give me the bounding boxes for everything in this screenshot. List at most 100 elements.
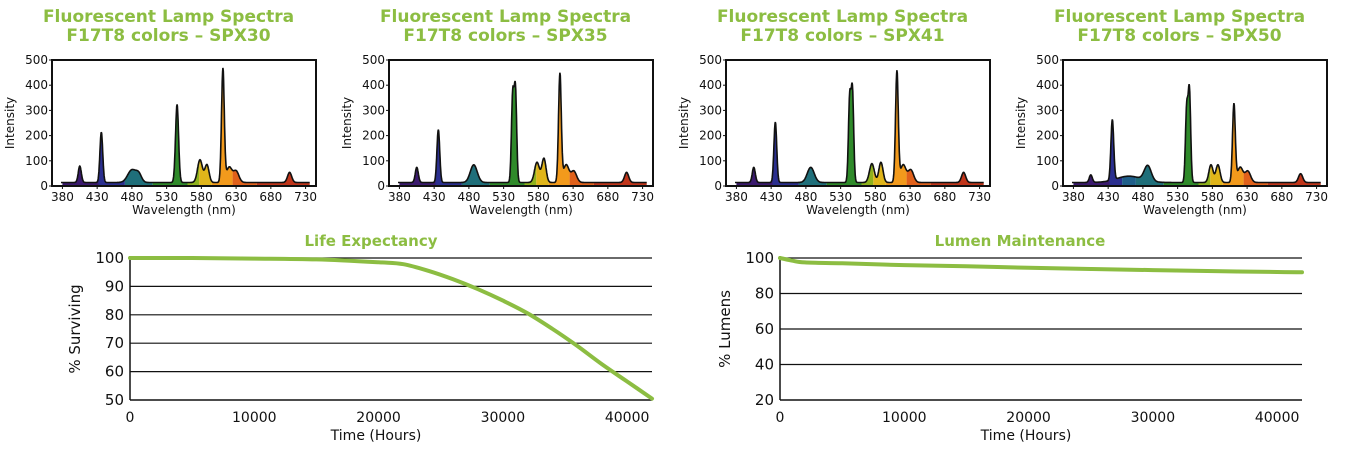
spectrum-fill-band — [593, 172, 647, 186]
y-tick-label: 500 — [362, 53, 385, 67]
x-tick-label: 430 — [86, 190, 109, 204]
x-tick-label: 680 — [1270, 190, 1293, 204]
x-tick-label: 580 — [1201, 190, 1224, 204]
spectrum-line — [398, 72, 647, 184]
y-tick-label: 100 — [1036, 154, 1059, 168]
y-tick-label: 60 — [755, 320, 774, 338]
y-tick-label: 90 — [105, 277, 124, 295]
x-axis-label: Wavelength (nm) — [806, 203, 910, 217]
life-expectancy-chart: 50 60 70 80 90 100 0 10000 20000 30000 40000 Time (… — [66, 249, 654, 444]
y-tick-label: 100 — [362, 154, 385, 168]
y-tick-label: 70 — [105, 334, 124, 352]
spectrum-fill-band — [152, 104, 188, 186]
y-tick-label: 300 — [362, 103, 385, 117]
spectrum-fill-band — [906, 169, 931, 186]
lumen-maintenance-panel: Lumen Maintenance 20 40 60 80 100 0 10000 20000… — [710, 230, 1330, 450]
chart-title: Fluorescent Lamp Spectra F17T8 colors – … — [674, 8, 1011, 46]
x-tick-label: 730 — [631, 190, 654, 204]
x-axis-label: Wavelength (nm) — [132, 203, 236, 217]
series-line — [128, 255, 654, 401]
x-tick-label: 20000 — [1006, 410, 1051, 426]
x-tick-label: 530 — [155, 190, 178, 204]
y-tick-label: 300 — [699, 103, 722, 117]
chart-title-line1: Fluorescent Lamp Spectra — [42, 7, 295, 27]
y-tick-label: 80 — [755, 285, 774, 303]
x-tick-label: 0 — [776, 410, 785, 426]
x-tick-label: 580 — [864, 190, 887, 204]
x-tick-label: 380 — [725, 190, 748, 204]
y-tick-label: 60 — [105, 363, 124, 381]
spectrum-fill-band — [930, 172, 984, 186]
y-tick-label: 500 — [25, 53, 48, 67]
spectrum-fill-band — [211, 67, 233, 186]
y-axis-label: Intensity — [677, 97, 691, 149]
spectrum-fill-band — [199, 159, 212, 186]
y-tick-label: 300 — [25, 103, 48, 117]
y-tick-label: 0 — [714, 179, 722, 193]
y-tick-label: 50 — [105, 391, 124, 409]
spectrum-fill-band — [1109, 119, 1123, 186]
x-tick-label: 430 — [423, 190, 446, 204]
x-axis-label: Time (Hours) — [980, 428, 1072, 444]
chart-title: Life Expectancy — [304, 232, 438, 250]
x-tick-label: 630 — [899, 190, 922, 204]
x-tick-label: 380 — [388, 190, 411, 204]
y-tick-label: 20 — [755, 391, 774, 409]
y-axis-label: Intensity — [3, 97, 17, 149]
x-tick-label: 680 — [596, 190, 619, 204]
chart-title: Lumen Maintenance — [934, 232, 1106, 250]
spectrum-fill-band — [1122, 176, 1136, 186]
x-axis-label: Wavelength (nm) — [1143, 203, 1247, 217]
x-tick-label: 480 — [457, 190, 480, 204]
spectrum-line — [1072, 83, 1321, 184]
x-tick-label: 430 — [760, 190, 783, 204]
spectrum-fill-band — [569, 170, 594, 186]
x-tick-label: 580 — [190, 190, 213, 204]
spectrum-fill-band — [536, 158, 549, 186]
x-tick-label: 380 — [51, 190, 74, 204]
x-tick-label: 630 — [562, 190, 585, 204]
spectrum-fill-band — [524, 163, 537, 186]
spectrum-chart: 380 430 480 530 580 630 680 730 0 100 200 300 400 500… — [340, 53, 654, 217]
x-tick-label: 630 — [225, 190, 248, 204]
life-expectancy-panel: Life Expectancy 50 60 70 80 90 100 0 10000 20000… — [60, 230, 680, 450]
x-tick-label: 630 — [1236, 190, 1259, 204]
x-tick-label: 480 — [1131, 190, 1154, 204]
lumen-maintenance-chart: 20 40 60 80 100 0 10000 20000 30000 40000 Time (Ho… — [716, 249, 1304, 444]
spectrum-fill-band — [548, 72, 570, 186]
y-tick-label: 100 — [745, 249, 774, 267]
y-tick-label: 400 — [25, 78, 48, 92]
spectrum-panel-spx41: Fluorescent Lamp Spectra F17T8 colors – … — [674, 0, 1011, 225]
spectrum-fill-band — [885, 70, 907, 186]
plot-frame — [51, 59, 317, 187]
x-tick-label: 40000 — [605, 410, 650, 426]
spectrum-line — [735, 70, 984, 184]
x-tick-label: 530 — [492, 190, 515, 204]
chart-title-line2: F17T8 colors – SPX30 — [66, 26, 271, 46]
x-tick-label: 680 — [259, 190, 282, 204]
spectrum-fill-band — [736, 167, 773, 186]
spectrum-fill-band — [1198, 165, 1211, 186]
spectrum-fill-band — [62, 166, 99, 186]
x-tick-label: 480 — [794, 190, 817, 204]
y-axis-label: % Lumens — [716, 290, 734, 368]
x-tick-label: 730 — [1305, 190, 1328, 204]
spectrum-fill-band — [187, 160, 200, 186]
y-tick-label: 100 — [699, 154, 722, 168]
y-axis-label: Intensity — [340, 97, 354, 149]
chart-title-line2: F17T8 colors – SPX50 — [1077, 26, 1282, 46]
chart-title: Fluorescent Lamp Spectra F17T8 colors – … — [337, 8, 674, 46]
x-tick-label: 10000 — [232, 410, 277, 426]
x-tick-label: 730 — [294, 190, 317, 204]
x-tick-label: 40000 — [1255, 410, 1300, 426]
x-tick-label: 430 — [1097, 190, 1120, 204]
x-axis-label: Time (Hours) — [330, 428, 422, 444]
y-tick-label: 200 — [362, 129, 385, 143]
chart-title-line1: Fluorescent Lamp Spectra — [379, 7, 632, 27]
y-axis-label: Intensity — [1014, 97, 1028, 149]
y-tick-label: 100 — [25, 154, 48, 168]
y-tick-label: 200 — [1036, 129, 1059, 143]
x-tick-label: 380 — [1062, 190, 1085, 204]
spectrum-chart: 380 430 480 530 580 630 680 730 0 100 200 300 400 500… — [3, 53, 317, 217]
spectrum-fill-band — [1243, 170, 1268, 186]
